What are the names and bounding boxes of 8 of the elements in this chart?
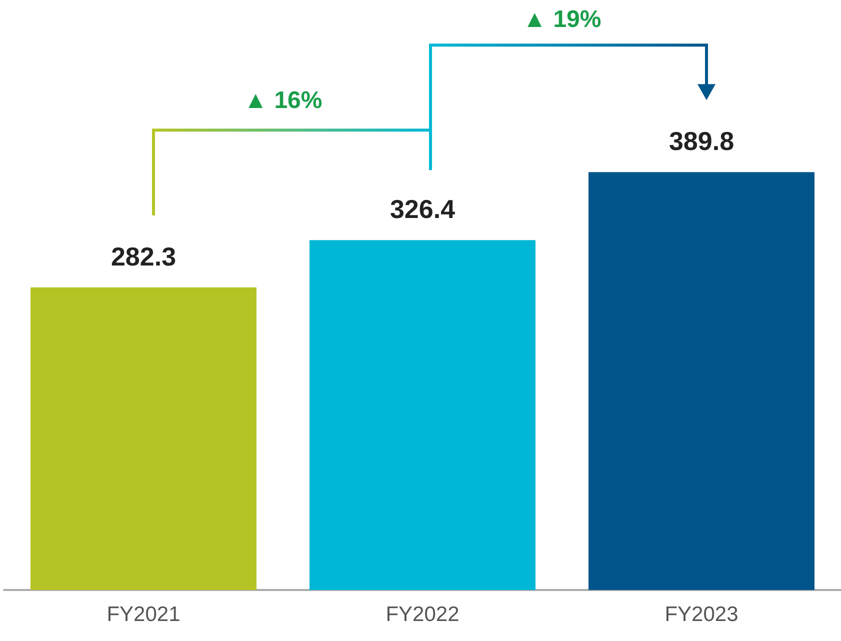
data-label: 326.4 bbox=[390, 194, 456, 224]
x-tick-label: FY2021 bbox=[106, 603, 180, 626]
x-tick-label: FY2022 bbox=[386, 603, 460, 626]
text: ▲ 19% bbox=[522, 6, 602, 34]
x-tick-label: FY2023 bbox=[664, 603, 738, 626]
text: ▲ 16% bbox=[244, 87, 322, 114]
data-label: 389.8 bbox=[668, 126, 734, 156]
data-label: 282.3 bbox=[110, 241, 176, 272]
